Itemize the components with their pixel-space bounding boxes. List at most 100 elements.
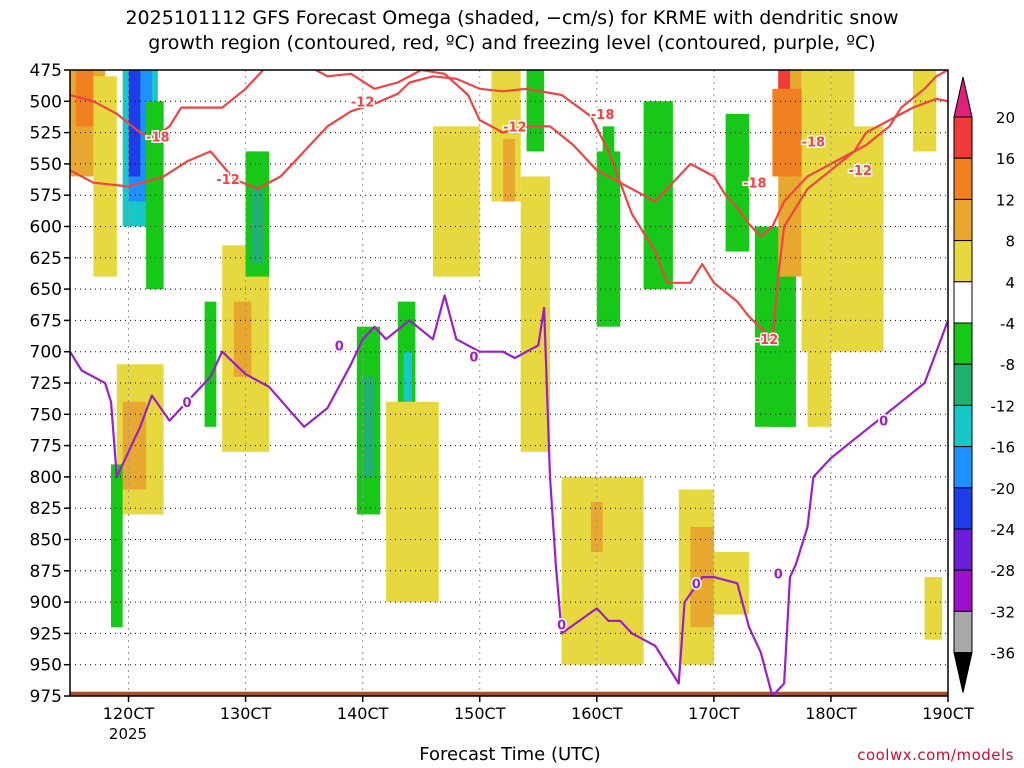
y-tick-label-725: 725 bbox=[30, 374, 62, 394]
colorbar-label-7: -12 bbox=[991, 397, 1016, 415]
x-tick-label-5: 170CT bbox=[688, 704, 740, 723]
contour-label-10: 0 bbox=[335, 339, 344, 354]
contour--18-1 bbox=[70, 70, 948, 238]
omega-region-20 bbox=[432, 126, 480, 277]
omega-region-41 bbox=[842, 126, 884, 352]
colorbar-bin-9 bbox=[953, 487, 973, 530]
colorbar-bottom-arrow bbox=[953, 652, 973, 693]
contour-label-13: 0 bbox=[692, 577, 701, 592]
omega-region-2 bbox=[93, 76, 117, 277]
colorbar-bin-11 bbox=[953, 569, 973, 612]
contour-label-2: -12 bbox=[351, 95, 375, 110]
y-tick-label-975: 975 bbox=[30, 687, 62, 707]
x-tick-label-6: 180CT bbox=[805, 704, 857, 723]
colorbar-label-12: -32 bbox=[991, 603, 1016, 621]
contour-label-0: -18 bbox=[146, 130, 170, 145]
colorbar-bin-6 bbox=[953, 363, 973, 406]
colorbar-top-arrow bbox=[953, 76, 973, 118]
omega-region-9 bbox=[110, 464, 123, 628]
colorbar: 20 16 12 8 4 -4 -8 -12 -16 -20 -24 -28 -32 -36 bbox=[953, 76, 1016, 693]
contour-label-9: 0 bbox=[183, 396, 192, 411]
colorbar-label-2: 12 bbox=[996, 191, 1015, 209]
colorbar-label-9: -20 bbox=[991, 480, 1016, 498]
omega-region-40 bbox=[807, 201, 831, 427]
contour-label-7: -12 bbox=[848, 164, 872, 179]
y-tick-label-800: 800 bbox=[30, 468, 62, 488]
y-tick-label-650: 650 bbox=[30, 280, 62, 300]
ground-surface bbox=[70, 691, 948, 696]
colorbar-bin-1 bbox=[953, 157, 973, 200]
omega-region-5 bbox=[128, 70, 141, 177]
omega-region-13 bbox=[251, 188, 264, 265]
y-tick-label-550: 550 bbox=[30, 155, 62, 175]
omega-region-24 bbox=[526, 70, 545, 152]
x-tick-label-7: 190CT bbox=[922, 704, 974, 723]
colorbar-label-3: 8 bbox=[1005, 233, 1015, 251]
x-tick-label-1: 130CT bbox=[220, 704, 272, 723]
contour-labels: -18 -12 -12 -12 -18 -18 -18 -12 -12 0 0 0 0 0 0 0 bbox=[145, 94, 890, 635]
omega-region-6 bbox=[146, 101, 164, 290]
omega-region-8 bbox=[122, 401, 147, 490]
y-tick-label-525: 525 bbox=[30, 124, 62, 144]
omega-region-23 bbox=[520, 176, 550, 452]
contour-label-14: 0 bbox=[774, 567, 783, 582]
omega-region-19 bbox=[386, 401, 439, 603]
colorbar-bin-2 bbox=[953, 198, 973, 242]
y-tick-label-825: 825 bbox=[30, 499, 62, 519]
contour-label-12: 0 bbox=[557, 619, 566, 634]
x-tick-label-3: 150CT bbox=[454, 704, 506, 723]
year-label: 2025 bbox=[109, 725, 147, 743]
colorbar-label-0: 20 bbox=[996, 109, 1015, 127]
omega-region-42 bbox=[912, 70, 937, 152]
colorbar-label-8: -16 bbox=[991, 439, 1016, 457]
contour-label-15: 0 bbox=[879, 415, 888, 430]
y-tick-label-500: 500 bbox=[30, 92, 62, 112]
y-tick-label-875: 875 bbox=[30, 562, 62, 582]
ground-layer bbox=[70, 691, 948, 696]
credit-text: coolwx.com/models bbox=[857, 746, 1014, 764]
contour-label-8: -12 bbox=[755, 333, 779, 348]
y-tick-label-600: 600 bbox=[30, 218, 62, 238]
colorbar-label-4: 4 bbox=[1005, 274, 1015, 292]
colorbar-bin-8 bbox=[953, 446, 973, 489]
colorbar-bin-7 bbox=[953, 404, 973, 448]
omega-region-43 bbox=[924, 577, 943, 640]
colorbar-label-13: -36 bbox=[991, 645, 1016, 663]
colorbar-bin-0 bbox=[953, 116, 973, 159]
x-axis: 120CT 130CT 140CT 150CT 160CT 170CT 180CT 190CT bbox=[103, 696, 974, 723]
y-tick-label-625: 625 bbox=[30, 249, 62, 269]
contour-label-1: -12 bbox=[216, 173, 240, 188]
colorbar-label-11: -28 bbox=[991, 562, 1016, 580]
y-tick-label-775: 775 bbox=[30, 437, 62, 457]
colorbar-label-5: -4 bbox=[1000, 315, 1015, 333]
contour-label-6: -18 bbox=[802, 135, 826, 150]
colorbar-label-10: -24 bbox=[991, 521, 1016, 539]
contour--12-0 bbox=[70, 75, 948, 341]
contour-label-3: -12 bbox=[503, 120, 527, 135]
y-tick-label-700: 700 bbox=[30, 343, 62, 363]
y-tick-label-750: 750 bbox=[30, 405, 62, 425]
omega-region-37 bbox=[778, 70, 790, 102]
colorbar-bin-3 bbox=[953, 240, 973, 283]
contour-0-2 bbox=[70, 294, 948, 696]
contour-label-5: -18 bbox=[743, 177, 767, 192]
title-line-2: growth region (contoured, red, ºC) and f… bbox=[148, 32, 876, 54]
chart-title: 2025101112 GFS Forecast Omega (shaded, −… bbox=[0, 6, 1024, 56]
x-tick-label-0: 120CT bbox=[103, 704, 155, 723]
y-tick-label-575: 575 bbox=[30, 186, 62, 206]
y-tick-label-950: 950 bbox=[30, 656, 62, 676]
colorbar-label-6: -8 bbox=[1000, 356, 1015, 374]
colorbar-label-1: 16 bbox=[996, 150, 1015, 168]
contour-label-4: -18 bbox=[591, 108, 615, 123]
x-tick-label-4: 160CT bbox=[571, 704, 623, 723]
y-tick-label-675: 675 bbox=[30, 311, 62, 331]
omega-region-35 bbox=[772, 276, 796, 427]
y-axis: 475 500 525 550 575 600 625 650 675 700 725 750 775 8… bbox=[30, 61, 70, 707]
contour-label-11: 0 bbox=[469, 351, 478, 366]
y-tick-label-925: 925 bbox=[30, 624, 62, 644]
omega-region-11 bbox=[233, 301, 252, 377]
y-tick-label-850: 850 bbox=[30, 531, 62, 551]
colorbar-bin-4 bbox=[953, 281, 973, 324]
title-line-1: 2025101112 GFS Forecast Omega (shaded, −… bbox=[125, 7, 899, 29]
